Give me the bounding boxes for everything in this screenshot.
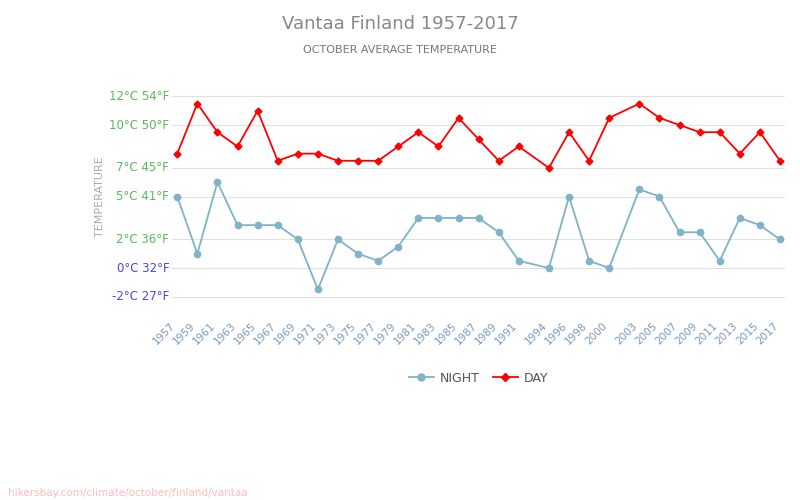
- Y-axis label: TEMPERATURE: TEMPERATURE: [95, 156, 105, 237]
- Text: 10°C 50°F: 10°C 50°F: [109, 118, 169, 132]
- Legend: NIGHT, DAY: NIGHT, DAY: [404, 366, 554, 390]
- Text: -2°C 27°F: -2°C 27°F: [112, 290, 169, 303]
- Text: OCTOBER AVERAGE TEMPERATURE: OCTOBER AVERAGE TEMPERATURE: [303, 45, 497, 55]
- Text: 7°C 45°F: 7°C 45°F: [117, 162, 169, 174]
- Text: 2°C 36°F: 2°C 36°F: [117, 233, 169, 246]
- Text: 0°C 32°F: 0°C 32°F: [117, 262, 169, 274]
- Text: Vantaa Finland 1957-2017: Vantaa Finland 1957-2017: [282, 15, 518, 33]
- Text: hikersbay.com/climate/october/finland/vantaa: hikersbay.com/climate/october/finland/va…: [8, 488, 248, 498]
- Text: 12°C 54°F: 12°C 54°F: [109, 90, 169, 103]
- Text: 5°C 41°F: 5°C 41°F: [117, 190, 169, 203]
